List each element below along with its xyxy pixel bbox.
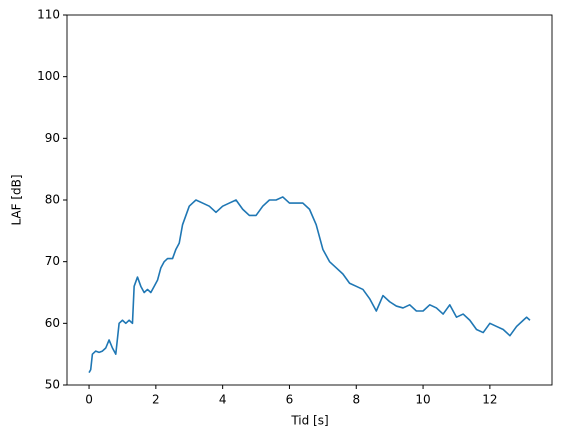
y-tick-label: 80: [45, 193, 60, 207]
y-axis-label: LAF [dB]: [10, 174, 24, 225]
y-tick-label: 90: [45, 131, 60, 145]
x-tick-label: 4: [219, 393, 227, 407]
y-tick-label: 100: [37, 69, 60, 83]
x-tick-label: 12: [482, 393, 497, 407]
x-axis-label: Tid [s]: [290, 414, 328, 428]
x-tick-label: 6: [286, 393, 294, 407]
x-tick-label: 0: [85, 393, 93, 407]
x-tick-label: 8: [352, 393, 360, 407]
y-tick-label: 70: [45, 254, 60, 268]
y-tick-label: 50: [45, 378, 60, 392]
y-tick-label: 60: [45, 316, 60, 330]
data-line: [88, 196, 531, 374]
y-tick-label: 110: [37, 8, 60, 22]
x-tick-label: 2: [152, 393, 160, 407]
plot-frame: [66, 14, 553, 386]
x-tick-label: 10: [415, 393, 430, 407]
